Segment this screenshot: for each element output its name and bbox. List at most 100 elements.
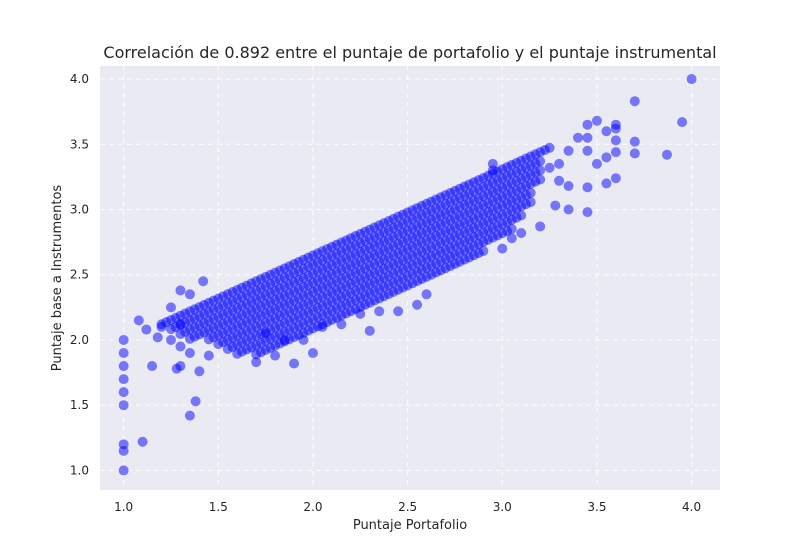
data-point xyxy=(516,210,527,221)
data-point xyxy=(582,145,593,156)
data-point xyxy=(610,119,621,130)
data-point xyxy=(118,361,129,372)
y-tick-label: 3.0 xyxy=(70,203,89,217)
y-axis-ticks: 1.0 1.5 2.0 2.5 3.0 3.5 4.0 xyxy=(70,72,89,477)
data-point xyxy=(203,350,214,361)
x-tick-label: 3.0 xyxy=(493,500,512,514)
data-point xyxy=(175,361,186,372)
data-point xyxy=(270,350,281,361)
data-point xyxy=(147,361,158,372)
data-point xyxy=(582,132,593,143)
data-point xyxy=(601,152,612,163)
data-point xyxy=(554,158,565,169)
data-point xyxy=(118,439,129,450)
data-point xyxy=(141,324,152,335)
data-point xyxy=(601,126,612,137)
data-point xyxy=(412,299,423,310)
x-tick-label: 1.5 xyxy=(209,500,228,514)
data-point xyxy=(563,145,574,156)
data-points xyxy=(118,74,697,476)
data-point xyxy=(307,348,318,359)
y-tick-label: 1.5 xyxy=(70,398,89,412)
data-point xyxy=(554,175,565,186)
data-point xyxy=(582,182,593,193)
data-point xyxy=(525,187,536,198)
data-point xyxy=(118,348,129,359)
data-point xyxy=(374,306,385,317)
data-point xyxy=(393,306,404,317)
data-point xyxy=(175,341,186,352)
data-point xyxy=(563,181,574,192)
data-point xyxy=(184,289,195,300)
data-point xyxy=(582,207,593,218)
data-point xyxy=(591,115,602,126)
x-tick-label: 2.5 xyxy=(398,500,417,514)
data-point xyxy=(661,149,672,160)
data-point xyxy=(535,156,546,167)
data-point xyxy=(506,223,517,234)
data-point xyxy=(535,174,546,185)
x-axis-ticks: 1.0 1.5 2.0 2.5 3.0 3.5 4.0 xyxy=(114,500,701,514)
data-point xyxy=(677,117,688,128)
y-tick-label: 2.5 xyxy=(70,268,89,282)
y-tick-label: 3.5 xyxy=(70,137,89,151)
chart-title: Correlación de 0.892 entre el puntaje de… xyxy=(103,43,716,62)
data-point xyxy=(516,227,527,238)
data-point xyxy=(487,158,498,169)
y-tick-label: 2.0 xyxy=(70,333,89,347)
x-tick-label: 4.0 xyxy=(682,500,701,514)
data-point xyxy=(535,221,546,232)
data-point xyxy=(582,119,593,130)
data-point xyxy=(478,245,489,256)
data-point xyxy=(610,135,621,146)
data-point xyxy=(184,348,195,359)
data-point xyxy=(260,328,271,339)
data-point xyxy=(591,158,602,169)
data-point xyxy=(421,289,432,300)
data-point xyxy=(165,302,176,313)
data-point xyxy=(686,74,697,85)
data-point xyxy=(550,200,561,211)
data-point xyxy=(573,132,584,143)
data-point xyxy=(118,334,129,345)
data-point xyxy=(544,142,555,153)
data-point xyxy=(118,400,129,411)
data-point xyxy=(298,334,309,345)
data-point xyxy=(194,366,205,377)
data-point xyxy=(156,321,167,332)
data-point xyxy=(165,334,176,345)
data-point xyxy=(289,358,300,369)
data-point xyxy=(279,334,290,345)
data-point xyxy=(317,321,328,332)
data-point xyxy=(525,197,536,208)
data-point xyxy=(118,465,129,476)
data-point xyxy=(175,285,186,296)
data-point xyxy=(364,325,375,336)
x-tick-label: 2.0 xyxy=(303,500,322,514)
data-point xyxy=(497,243,508,254)
data-point xyxy=(629,136,640,147)
data-point xyxy=(251,357,262,368)
data-point xyxy=(137,436,148,447)
data-point xyxy=(184,410,195,421)
data-point xyxy=(355,308,366,319)
data-point xyxy=(563,204,574,215)
data-point xyxy=(535,165,546,176)
data-point xyxy=(506,233,517,244)
data-point xyxy=(544,162,555,173)
x-tick-label: 3.5 xyxy=(587,500,606,514)
data-point xyxy=(118,374,129,385)
data-point xyxy=(629,96,640,107)
data-point xyxy=(152,332,163,343)
data-point xyxy=(198,276,209,287)
data-point xyxy=(133,315,144,326)
x-axis-label: Puntaje Portafolio xyxy=(353,518,467,533)
y-tick-label: 4.0 xyxy=(70,72,89,86)
data-point xyxy=(629,148,640,159)
data-point xyxy=(118,387,129,398)
y-tick-label: 1.0 xyxy=(70,463,89,477)
y-axis-label: Puntaje base a Instrumentos xyxy=(50,185,65,372)
data-point xyxy=(175,319,186,330)
